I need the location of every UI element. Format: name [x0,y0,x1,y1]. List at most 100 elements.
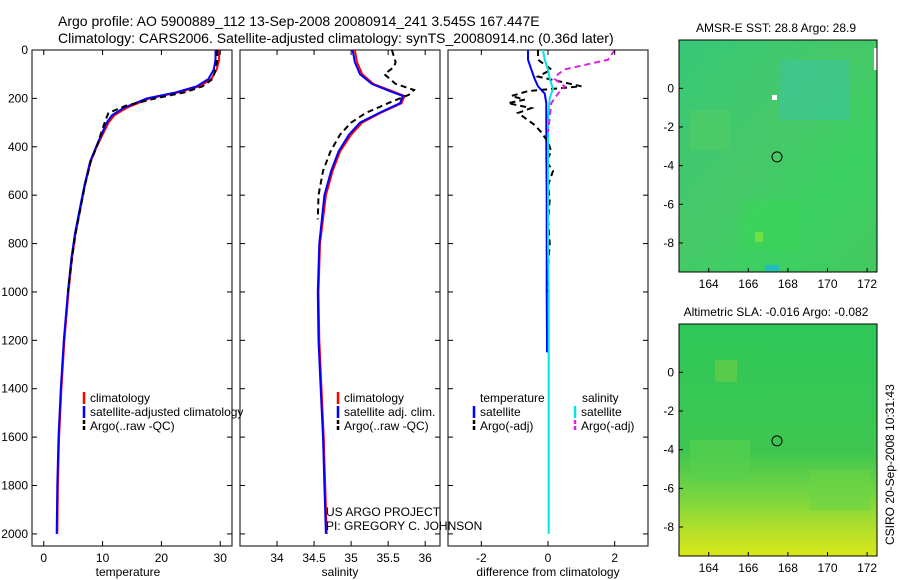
difference-legend: temperature salinity satellite Argo(-adj… [472,391,634,433]
figure-title-line2: Climatology: CARS2006. Satellite-adjuste… [58,30,614,46]
difference-plot [507,50,616,534]
salinity-plot [316,50,417,534]
salinity-legend: climatology satellite adj. clim. Argo(..… [336,391,435,433]
legend-title-temperature: temperature [480,391,545,405]
legend-label-temp-argo: Argo(-adj) [480,419,533,433]
map-y-tick-label: 0 [667,81,674,95]
map-x-tick-label: 166 [738,561,758,575]
sla-patch [810,470,870,510]
x-tick-label: 10 [96,551,110,565]
legend-label-satellite: satellite adj. clim. [344,405,435,419]
project-name: US ARGO PROJECT [326,505,441,519]
map-x-tick-label: 172 [857,277,877,291]
sst-map-title: AMSR-E SST: 28.8 Argo: 28.9 [696,21,856,35]
sst-patch [780,60,850,120]
x-tick-label: 20 [155,551,169,565]
x-tick-label: 30 [214,551,228,565]
sst-patch [765,265,779,271]
y-tick-label: 1600 [1,430,28,444]
legend-label-sal-satellite: satellite [581,405,622,419]
series-line-satellite-adj-clim- [316,50,405,534]
sst-missing-pixel [772,95,777,100]
salinity-axis-label: salinity [322,565,359,579]
map-y-tick-label: -2 [663,404,674,418]
series-line-satellite-adjusted-climatology [55,50,217,534]
y-tick-label: 200 [8,91,28,105]
map-y-tick-label: -6 [663,481,674,495]
difference-axis-label: difference from climatology [476,565,619,579]
legend-label-argo: Argo(..raw -QC) [90,419,175,433]
y-tick-label: 1800 [1,479,28,493]
figure-title-line1: Argo profile: AO 5900889_112 13-Sep-2008… [58,13,540,29]
timestamp-stamp: CSIRO 20-Sep-2008 10:31:43 [883,384,897,545]
x-tick-label: 2 [611,551,618,565]
temperature-axis-label: temperature [96,565,161,579]
sst-missing-pixel [874,48,877,70]
x-tick-label: 34.5 [302,551,326,565]
x-tick-label: 35 [344,551,358,565]
legend-label-sal-argo: Argo(-adj) [581,419,634,433]
series-line-salinity-satellite [542,50,555,534]
sla-map-frame [678,323,878,557]
y-tick-label: 0 [21,43,28,57]
y-tick-label: 1200 [1,333,28,347]
legend-label-satellite: satellite-adjusted climatology [90,405,243,419]
sst-map-frame [678,39,878,273]
y-tick-label: 800 [8,237,28,251]
temperature-plot [55,50,221,534]
map-y-tick-label: -8 [663,520,674,534]
depth-axis: 0 200 400 600 800 1000 1200 1400 1600 1800 2000 [1,43,648,541]
sla-patch [715,360,737,382]
series-line-argo-raw-qc- [66,50,219,293]
legend-title-salinity: salinity [582,391,619,405]
map-x-tick-label: 168 [778,277,798,291]
salinity-panel-frame [239,49,441,547]
x-tick-label: 35.5 [376,551,400,565]
map-x-tick-label: 166 [738,277,758,291]
temperature-legend: climatology satellite-adjusted climatolo… [82,391,243,433]
x-tick-label: -2 [476,551,487,565]
map-x-tick-label: 168 [778,561,798,575]
sla-map-title: Altimetric SLA: -0.016 Argo: -0.082 [684,305,869,319]
series-line-salinity-argo-adj- [547,50,616,133]
map-x-tick-label: 164 [699,561,719,575]
map-y-tick-label: 0 [667,365,674,379]
x-tick-label: 0 [40,551,47,565]
map-y-tick-label: -4 [663,443,674,457]
legend-label-climatology: climatology [344,391,404,405]
map-y-tick-label: -8 [663,236,674,250]
map-y-tick-label: -2 [663,120,674,134]
y-tick-label: 1000 [1,285,28,299]
y-tick-label: 400 [8,140,28,154]
y-tick-label: 600 [8,188,28,202]
sst-map [678,39,878,273]
principal-investigator: PI: GREGORY C. JOHNSON [326,519,482,533]
sst-map-axes: 164 166 168 170 172 0 -2 -4 -6 -8 [663,81,877,291]
temperature-panel-frame [31,49,233,547]
series-line-argo-raw-qc- [316,50,417,220]
argo-location-marker [771,435,783,447]
x-tick-label: 34 [270,551,284,565]
y-tick-label: 2000 [1,527,28,541]
series-line-temperature-satellite [527,50,548,353]
sla-map [678,323,878,557]
x-tick-label: 36 [419,551,433,565]
map-y-tick-label: -6 [663,197,674,211]
map-x-tick-label: 164 [699,277,719,291]
map-y-tick-label: -4 [663,159,674,173]
argo-location-marker [771,151,783,163]
series-line-temperature-argo-adj- [507,50,582,292]
map-x-tick-label: 172 [857,561,877,575]
sla-map-axes: 164 166 168 170 172 0 -2 -4 -6 -8 [663,365,877,575]
legend-label-temp-satellite: satellite [480,405,521,419]
sla-patch [690,440,750,480]
map-x-tick-label: 170 [817,277,837,291]
x-tick-label: 0 [545,551,552,565]
sst-patch [740,200,800,250]
legend-label-argo: Argo(..raw -QC) [344,419,429,433]
legend-label-climatology: climatology [90,391,150,405]
sst-patch [755,232,763,242]
sst-patch [690,110,730,150]
map-x-tick-label: 170 [817,561,837,575]
